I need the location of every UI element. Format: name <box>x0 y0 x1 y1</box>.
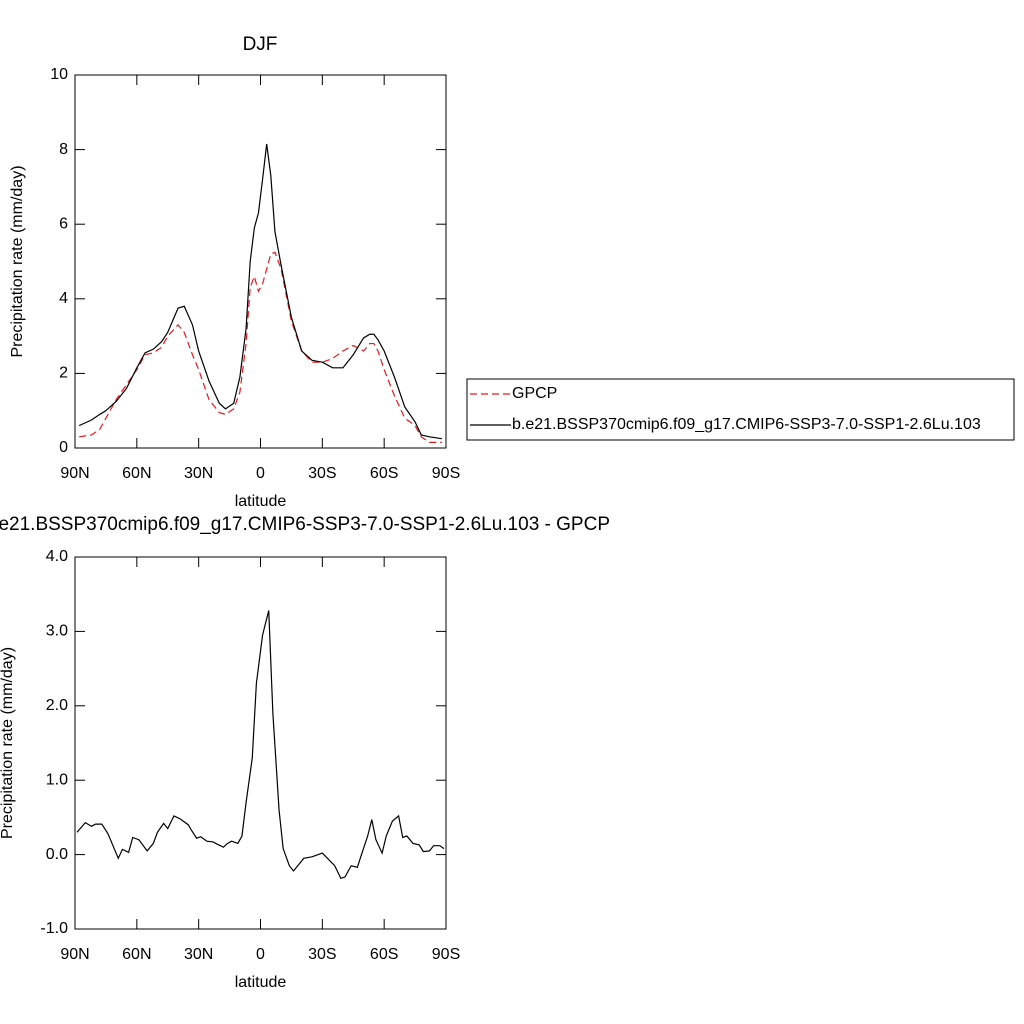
y-tick-label: 2 <box>59 365 68 382</box>
y-tick-label: 0.0 <box>46 846 68 863</box>
legend-label: b.e21.BSSP370cmip6.f09_g17.CMIP6-SSP3-7.… <box>512 416 981 433</box>
x-axis-label: latitude <box>235 974 287 991</box>
x-tick-label: 60S <box>370 946 398 963</box>
data-line <box>76 610 445 880</box>
y-axis-label: Precipitation rate (mm/day) <box>0 647 16 839</box>
x-tick-label: 60N <box>122 465 151 482</box>
x-tick-label: 90N <box>60 465 89 482</box>
y-tick-label: 4 <box>59 290 68 307</box>
plot-frame <box>74 556 447 930</box>
y-axis-label: Precipitation rate (mm/day) <box>9 165 26 357</box>
x-tick-label: 90S <box>432 946 460 963</box>
y-tick-label: 3.0 <box>46 623 68 640</box>
x-tick-label: 30N <box>184 465 213 482</box>
y-tick-label: -1.0 <box>40 920 68 937</box>
chart-title: b.e21.BSSP370cmip6.f09_g17.CMIP6-SSP3-7.… <box>0 514 610 535</box>
y-tick-label: 1.0 <box>46 771 68 788</box>
y-tick-label: 2.0 <box>46 697 68 714</box>
x-tick-label: 60S <box>370 465 398 482</box>
data-line <box>78 143 442 440</box>
x-tick-label: 0 <box>256 946 265 963</box>
x-tick-label: 0 <box>256 465 265 482</box>
x-tick-label: 30S <box>308 946 336 963</box>
y-tick-label: 4.0 <box>46 548 68 565</box>
x-axis-label: latitude <box>235 493 287 510</box>
legend-label: GPCP <box>512 385 557 402</box>
y-tick-label: 8 <box>59 141 68 158</box>
legend-box <box>466 378 1015 441</box>
chart-title: DJF <box>243 34 278 55</box>
y-tick-label: 6 <box>59 215 68 232</box>
x-tick-label: 60N <box>122 946 151 963</box>
x-tick-label: 90N <box>60 946 89 963</box>
plot-frame <box>74 74 447 449</box>
x-tick-label: 90S <box>432 465 460 482</box>
data-line <box>79 251 442 443</box>
x-tick-label: 30S <box>308 465 336 482</box>
y-tick-label: 0 <box>59 439 68 456</box>
x-tick-label: 30N <box>184 946 213 963</box>
y-tick-label: 10 <box>50 66 68 83</box>
